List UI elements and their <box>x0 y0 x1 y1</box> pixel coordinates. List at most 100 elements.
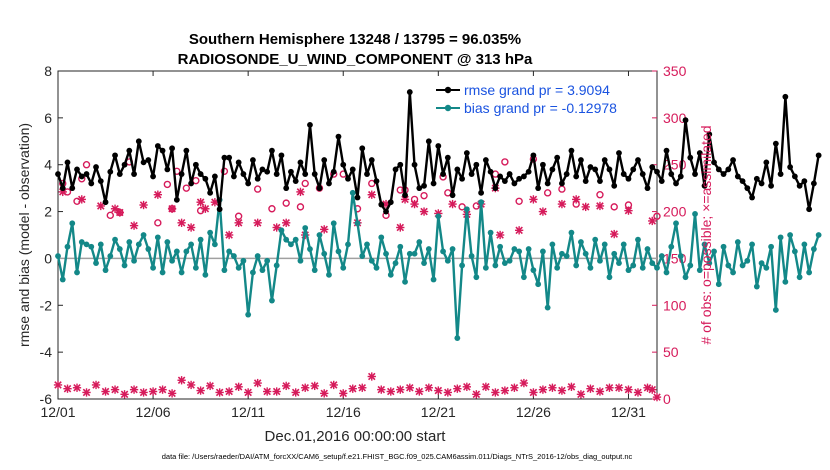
obs-assimilated-marker <box>77 195 86 204</box>
rmse-point <box>259 166 266 173</box>
obs-assimilated-marker <box>224 230 234 240</box>
obs-possible-marker <box>653 212 661 220</box>
obs-low-count-marker <box>557 386 567 395</box>
rmse-point <box>582 178 589 185</box>
bias-point <box>55 253 61 259</box>
rmse-point <box>511 180 518 187</box>
bias-point <box>601 241 608 248</box>
bias-point <box>758 260 765 267</box>
bias-point <box>364 241 370 248</box>
rmse-point <box>730 157 736 163</box>
obs-low-count-marker <box>434 386 443 395</box>
bias-point <box>164 239 171 245</box>
bias-point <box>326 271 332 278</box>
rmse-point <box>230 173 237 180</box>
bias-point <box>654 264 660 271</box>
bias-point <box>387 271 394 278</box>
obs-low-count-marker <box>358 383 367 392</box>
obs-low-count-marker <box>538 385 548 394</box>
bias-point <box>563 253 570 259</box>
rmse-point <box>482 157 489 163</box>
rmse-point <box>701 182 708 189</box>
rmse-point <box>782 93 789 100</box>
rmse-point <box>753 175 760 182</box>
bias-point <box>97 241 104 248</box>
obs-assimilated-marker <box>624 206 633 215</box>
bias-point <box>402 278 408 285</box>
bias-point <box>302 225 309 231</box>
rmse-point <box>183 147 190 154</box>
chart-title-line2: RADIOSONDE_U_WIND_COMPONENT @ 313 hPa <box>178 51 533 68</box>
bias-point <box>639 264 646 271</box>
bias-point <box>197 236 204 243</box>
obs-possible-marker <box>253 185 262 193</box>
rmse-point <box>535 185 542 192</box>
bias-point <box>753 283 760 290</box>
rmse-point <box>677 173 684 180</box>
bias-point <box>687 262 694 269</box>
rmse-point <box>297 159 304 166</box>
bias-point <box>102 267 109 274</box>
rmse-point <box>116 171 123 177</box>
bias-point <box>283 236 290 243</box>
bias-point <box>378 234 385 241</box>
rmse-point <box>269 147 275 154</box>
obs-low-count-marker <box>348 384 357 393</box>
series-layer <box>53 89 822 402</box>
obs-low-count-marker <box>462 382 472 391</box>
rmse-point <box>74 166 80 173</box>
obs-low-count-marker <box>633 388 643 397</box>
obs-low-count-marker <box>595 387 605 396</box>
rmse-point <box>302 171 309 177</box>
rmse-point <box>97 178 104 185</box>
bias-point <box>383 250 389 257</box>
bias-point <box>297 257 304 264</box>
obs-low-count-marker <box>53 380 63 390</box>
bias-point <box>463 206 470 213</box>
bias-point <box>706 260 713 267</box>
obs-possible-marker <box>163 180 172 189</box>
bias-point <box>178 269 185 276</box>
obs-low-count-marker <box>120 390 129 399</box>
rmse-point <box>292 178 299 185</box>
rmse-point <box>235 159 242 166</box>
rmse-point <box>487 168 494 175</box>
legend-rmse-marker <box>444 86 452 94</box>
rmse-point <box>444 154 451 161</box>
obs-assimilated-marker <box>320 225 329 234</box>
bias-point <box>549 241 556 248</box>
rmse-point <box>150 173 156 180</box>
bias-point <box>83 241 90 248</box>
rmse-point <box>425 138 432 145</box>
rmse-point <box>706 131 713 138</box>
rmse-point <box>112 152 118 159</box>
obs-assimilated-marker <box>538 207 548 216</box>
bias-point <box>221 267 228 274</box>
obs-low-count-marker <box>167 389 177 398</box>
bias-point <box>782 278 789 285</box>
obs-assimilated-marker <box>419 207 429 216</box>
obs-assimilated-marker <box>167 204 177 213</box>
rmse-point <box>202 175 209 182</box>
bias-point <box>169 257 175 264</box>
rmse-point <box>169 145 175 152</box>
rmse-point <box>449 192 456 199</box>
rmse-point <box>340 161 347 168</box>
bias-point <box>492 262 499 269</box>
rmse-point <box>663 147 670 154</box>
rmse-point <box>734 173 741 180</box>
bias-point <box>78 239 85 245</box>
bias-point <box>497 243 504 250</box>
bias-point <box>520 274 527 281</box>
bias-point <box>810 246 817 252</box>
rmse-point <box>768 182 774 189</box>
bias-point <box>311 267 318 274</box>
rmse-point <box>506 171 513 177</box>
bias-point <box>425 246 432 252</box>
legend: rmse grand pr = 3.9094 bias grand pr = -… <box>436 82 617 116</box>
x-tick-label: 12/06 <box>136 404 171 420</box>
obs-assimilated-marker <box>139 200 148 210</box>
obs-low-count-marker <box>186 380 196 390</box>
bias-point <box>316 232 323 238</box>
rmse-point <box>273 171 280 177</box>
